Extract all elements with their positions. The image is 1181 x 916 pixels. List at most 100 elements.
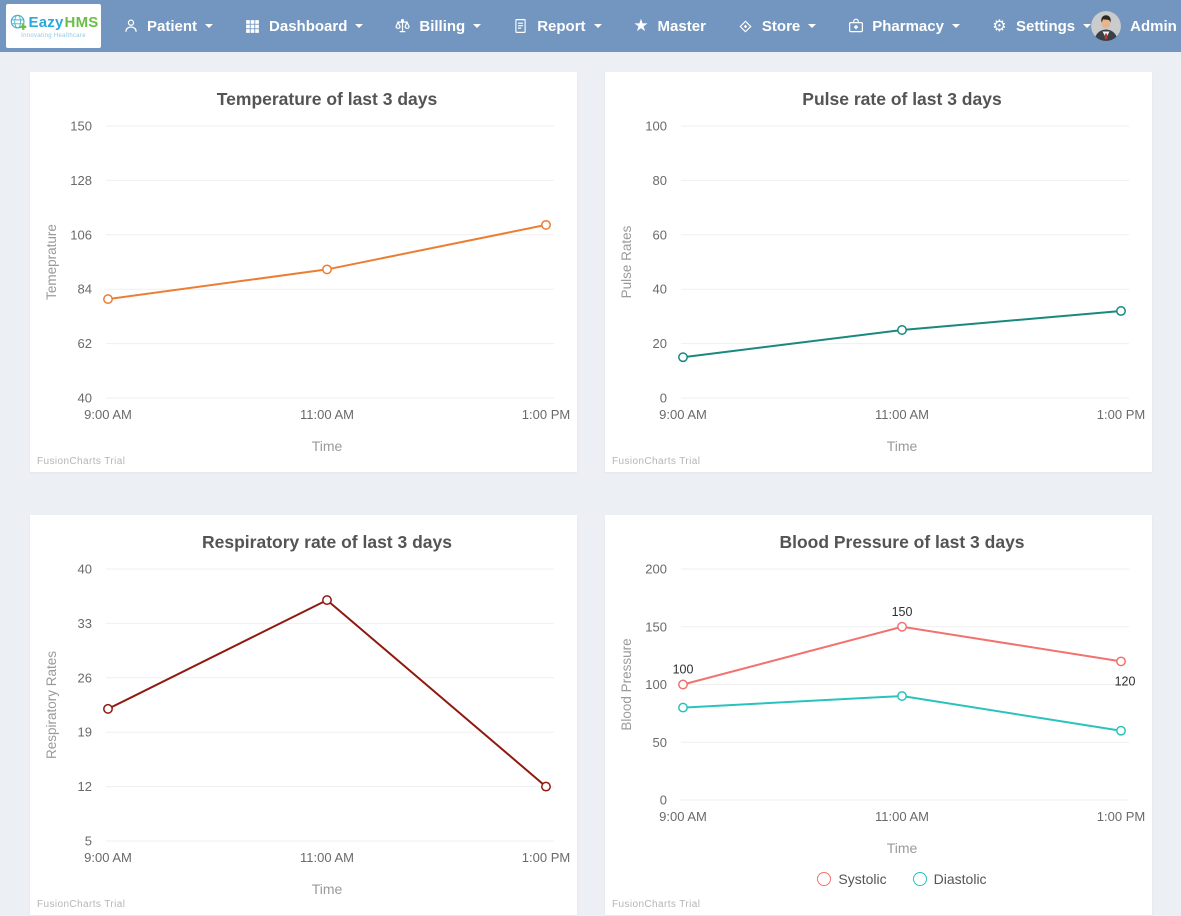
nav-item-master[interactable]: ★ Master	[632, 17, 706, 36]
data-point[interactable]	[897, 325, 907, 335]
data-point[interactable]	[897, 691, 907, 702]
billing-icon	[393, 17, 412, 36]
y-tick-label: 26	[78, 670, 92, 685]
avatar[interactable]	[1091, 11, 1122, 41]
nav-item-label: Report	[537, 17, 586, 35]
y-tick-label: 200	[645, 562, 667, 577]
x-tick-label: 9:00 AM	[659, 407, 707, 422]
nav-item-label: Store	[761, 17, 801, 35]
data-point[interactable]	[678, 679, 688, 690]
y-axis-title: Pulse Rates	[619, 225, 634, 298]
pharmacy-icon	[846, 17, 865, 36]
series-line	[682, 695, 1122, 732]
chart-legend: Systolic Diastolic	[683, 871, 1121, 887]
chart-title: Pulse rate of last 3 days	[802, 89, 1002, 109]
x-tick-label: 1:00 PM	[522, 850, 570, 865]
y-tick-label: 40	[78, 391, 92, 406]
pulse-card: Pulse rate of last 3 days 100 80 60 40 20 0 Pul…	[605, 72, 1152, 472]
y-tick-label: 150	[645, 619, 667, 634]
x-tick-label: 11:00 AM	[875, 407, 929, 422]
nav-item-label: Patient	[147, 17, 198, 35]
pulse-chart: Pulse rate of last 3 days 100 80 60 40 20 0 Pul…	[612, 89, 1145, 467]
nav-item-label: Dashboard	[269, 17, 348, 35]
fusioncharts-watermark[interactable]: FusionCharts Trial	[37, 899, 125, 910]
nav-item-label: Pharmacy	[872, 17, 944, 35]
nav-item-pharmacy[interactable]: Pharmacy	[846, 17, 960, 36]
fusioncharts-watermark[interactable]: FusionCharts Trial	[37, 456, 125, 467]
x-tick-label: 11:00 AM	[300, 407, 354, 422]
data-point[interactable]	[897, 621, 907, 632]
x-tick-label: 11:00 AM	[875, 809, 929, 824]
data-value-label: 120	[1115, 674, 1136, 688]
y-tick-label: 128	[70, 173, 92, 188]
brand-name-hms: HMS	[64, 14, 99, 31]
legend-label: Systolic	[838, 871, 887, 887]
respiratory-card: Respiratory rate of last 3 days 40 33 26 19 1…	[30, 515, 577, 915]
data-point[interactable]	[541, 219, 551, 230]
y-tick-label: 33	[78, 616, 92, 631]
y-tick-label: 100	[645, 119, 667, 134]
blood-pressure-card: Blood Pressure of last 3 days 200 150 100 50…	[605, 515, 1152, 915]
y-tick-label: 150	[70, 119, 92, 134]
y-tick-label: 40	[653, 282, 667, 297]
data-point[interactable]	[103, 703, 113, 714]
y-tick-label: 60	[653, 227, 667, 242]
data-point[interactable]	[1116, 306, 1126, 316]
nav-item-patient[interactable]: Patient	[121, 17, 214, 36]
chevron-down-icon	[473, 24, 482, 28]
series-line	[107, 223, 547, 301]
x-tick-label: 11:00 AM	[300, 850, 354, 865]
settings-icon: ⚙	[992, 16, 1007, 35]
data-point[interactable]	[1116, 656, 1126, 667]
y-tick-label: 19	[78, 725, 92, 740]
chevron-down-icon	[808, 24, 817, 28]
nav-item-store[interactable]: Store	[736, 17, 817, 36]
nav-item-billing[interactable]: Billing	[393, 17, 482, 36]
report-icon	[511, 17, 530, 36]
chart-title: Blood Pressure of last 3 days	[779, 532, 1024, 552]
y-tick-label: 50	[653, 735, 667, 750]
top-navbar: Eazy HMS Innovating Healthcare Patient Das…	[0, 0, 1181, 52]
globe-logo-icon	[9, 13, 28, 32]
temperature-card: Temperature of last 3 days 150 128 106 84 62 4…	[30, 72, 577, 472]
data-point[interactable]	[1116, 725, 1126, 736]
y-tick-label: 5	[85, 834, 92, 849]
chart-title: Temperature of last 3 days	[217, 89, 438, 109]
nav-item-dashboard[interactable]: Dashboard	[243, 17, 364, 36]
nav-item-label: Settings	[1015, 17, 1076, 35]
x-tick-label: 1:00 PM	[1097, 407, 1145, 422]
blood-pressure-chart: Blood Pressure of last 3 days 200 150 100 50…	[612, 532, 1145, 910]
data-point[interactable]	[541, 781, 551, 792]
data-point[interactable]	[103, 294, 113, 305]
data-point[interactable]	[322, 264, 332, 275]
data-point[interactable]	[678, 702, 688, 713]
legend-marker-icon	[817, 872, 832, 886]
nav-item-label: Master	[657, 17, 706, 35]
app-logo[interactable]: Eazy HMS Innovating Healthcare	[6, 4, 101, 48]
y-tick-label: 84	[78, 282, 92, 297]
chevron-down-icon	[1083, 24, 1092, 28]
fusioncharts-watermark[interactable]: FusionCharts Trial	[612, 899, 700, 910]
nav-item-report[interactable]: Report	[511, 17, 602, 36]
data-point[interactable]	[322, 595, 332, 606]
y-tick-label: 80	[653, 173, 667, 188]
chart-title: Respiratory rate of last 3 days	[202, 532, 452, 552]
nav-item-label: Billing	[419, 17, 466, 35]
temperature-chart: Temperature of last 3 days 150 128 106 84 62 4…	[37, 89, 570, 467]
admin-label: Admin	[1130, 17, 1177, 35]
admin-user-menu[interactable]: Admin	[1091, 11, 1179, 41]
data-point[interactable]	[678, 352, 688, 363]
nav-item-settings[interactable]: ⚙ Settings	[990, 16, 1092, 36]
x-tick-label: 9:00 AM	[659, 809, 707, 824]
dashboard-icon	[243, 17, 262, 36]
charts-grid: Temperature of last 3 days 150 128 106 84 62 4…	[0, 52, 1181, 915]
y-tick-label: 62	[78, 336, 92, 351]
x-tick-label: 9:00 AM	[84, 407, 132, 422]
data-value-label: 100	[673, 663, 694, 677]
fusioncharts-watermark[interactable]: FusionCharts Trial	[612, 456, 700, 467]
legend-item-diastolic[interactable]: Diastolic	[912, 871, 987, 887]
y-tick-label: 106	[70, 227, 92, 242]
legend-item-systolic[interactable]: Systolic	[817, 871, 887, 887]
store-icon	[736, 17, 755, 36]
y-tick-label: 12	[78, 779, 92, 794]
